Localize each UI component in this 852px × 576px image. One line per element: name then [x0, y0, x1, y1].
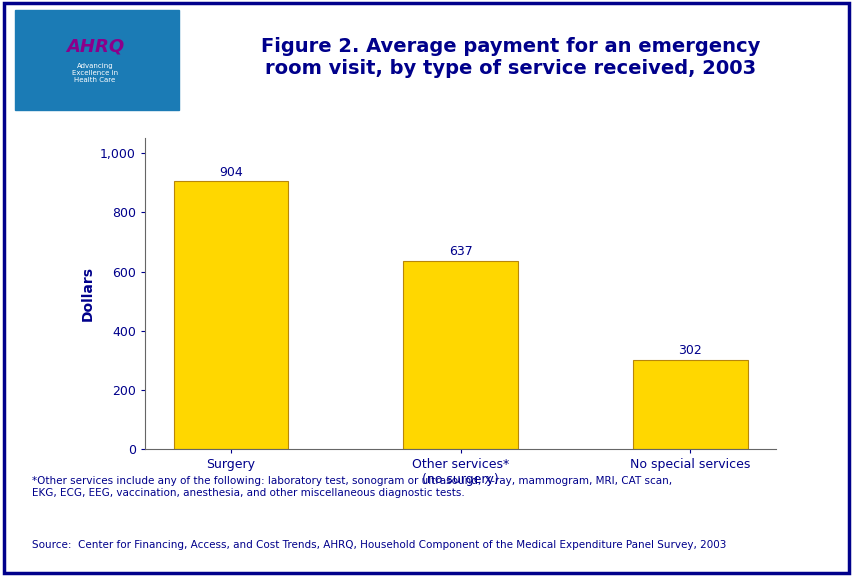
Bar — [174, 181, 288, 449]
FancyBboxPatch shape — [15, 10, 179, 109]
Text: AHRQ: AHRQ — [66, 37, 124, 56]
Text: *Other services include any of the following: laboratory test, sonogram or ultra: *Other services include any of the follo… — [32, 476, 671, 498]
Text: Advancing
Excellence in
Health Care: Advancing Excellence in Health Care — [72, 63, 118, 83]
Text: Figure 2. Average payment for an emergency
room visit, by type of service receiv: Figure 2. Average payment for an emergen… — [261, 37, 759, 78]
Text: Source:  Center for Financing, Access, and Cost Trends, AHRQ, Household Componen: Source: Center for Financing, Access, an… — [32, 540, 726, 550]
Y-axis label: Dollars: Dollars — [80, 266, 95, 321]
Bar — [632, 360, 746, 449]
Text: 302: 302 — [677, 344, 701, 357]
Text: 637: 637 — [448, 245, 472, 257]
Bar — [403, 260, 517, 449]
Text: 904: 904 — [219, 165, 243, 179]
